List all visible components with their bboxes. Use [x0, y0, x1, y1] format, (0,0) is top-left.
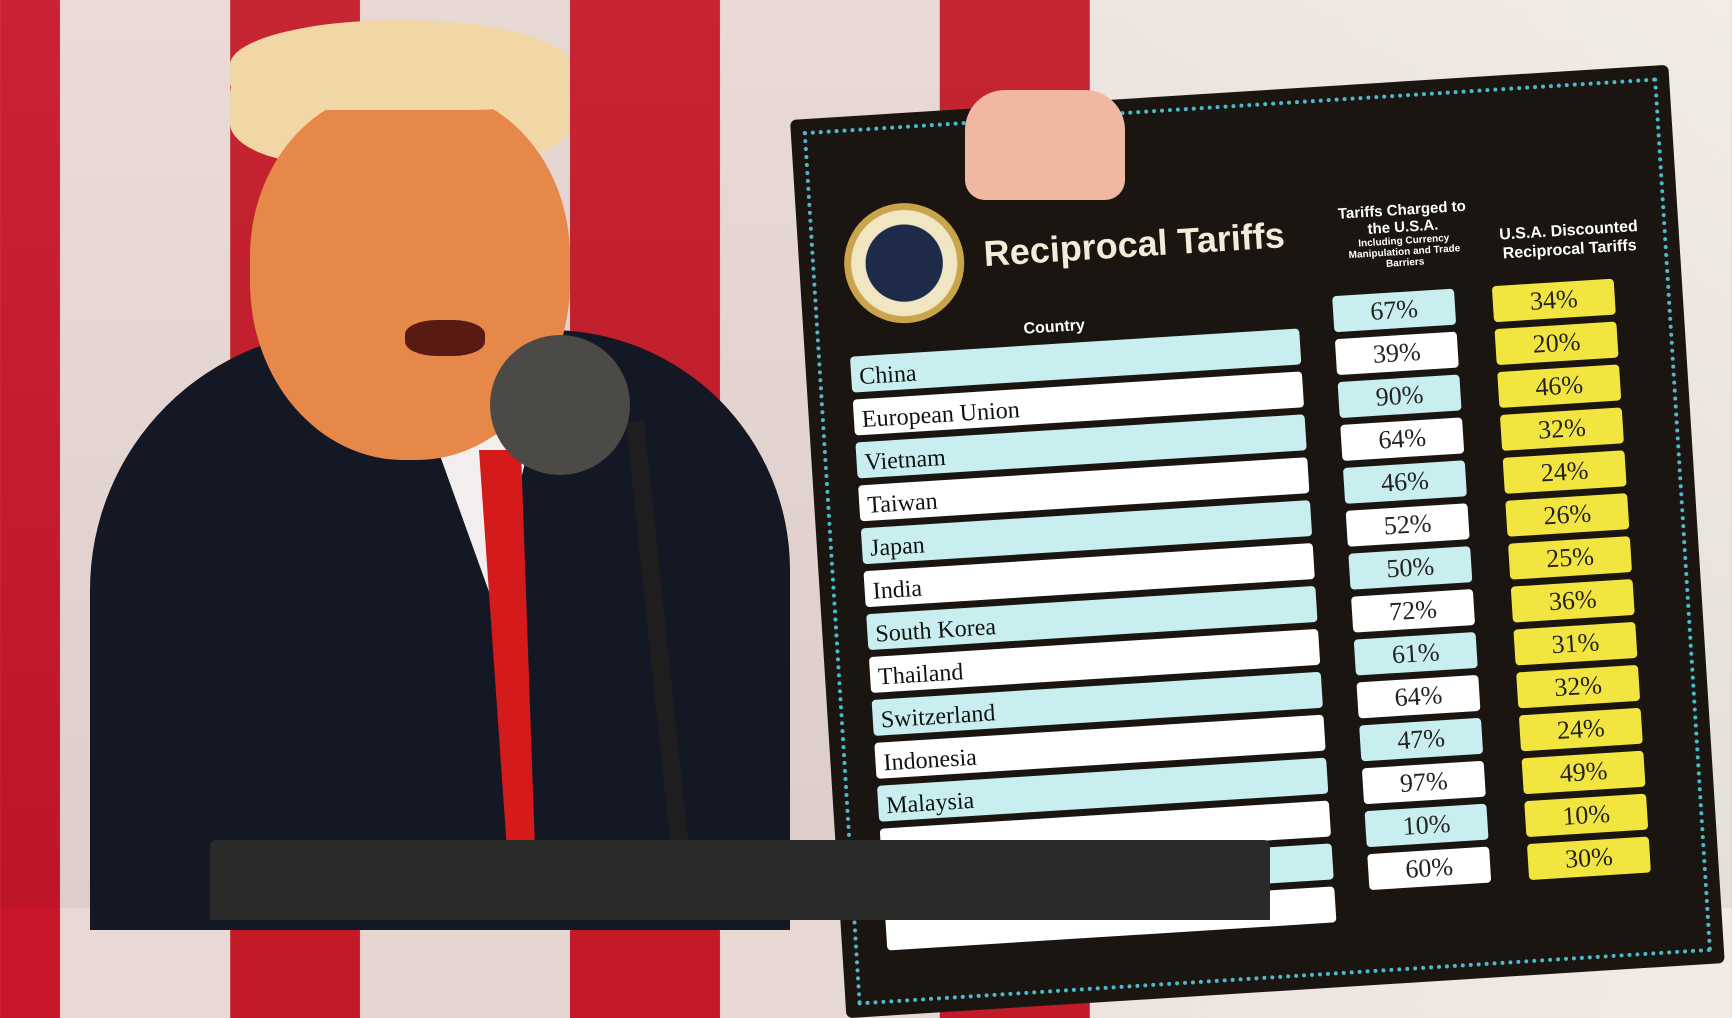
discounted-cell: 36% — [1510, 579, 1635, 623]
charged-cell: 97% — [1361, 760, 1486, 805]
discounted-cell: 31% — [1513, 621, 1638, 666]
discounted-cell: 34% — [1491, 278, 1616, 323]
charged-cell: 46% — [1342, 460, 1467, 504]
discounted-cell: 10% — [1524, 793, 1649, 838]
discounted-header: U.S.A. Discounted Reciprocal Tariffs — [1498, 217, 1639, 263]
discounted-cell: 20% — [1494, 321, 1619, 366]
country-header: Country — [1023, 316, 1086, 338]
charged-cell: 50% — [1348, 546, 1473, 590]
charged-cell: 47% — [1359, 717, 1484, 762]
charged-cell: 10% — [1364, 803, 1489, 848]
charged-cell: 60% — [1367, 846, 1492, 891]
discounted-cell: 24% — [1502, 450, 1627, 494]
charged-cell: 39% — [1334, 331, 1459, 376]
discounted-cell: 26% — [1505, 493, 1630, 537]
discounted-cell: 30% — [1526, 836, 1651, 881]
presidential-seal-icon — [840, 199, 968, 327]
board-title: Reciprocal Tariffs — [982, 214, 1286, 275]
podium — [210, 840, 1270, 920]
hand-holding-board — [965, 90, 1125, 200]
discounted-cell: 24% — [1518, 707, 1643, 752]
microphone — [490, 335, 630, 475]
discounted-cell: 32% — [1499, 407, 1624, 451]
discounted-cell: 32% — [1516, 664, 1641, 709]
charged-cell: 67% — [1332, 288, 1457, 333]
hair-top — [230, 20, 570, 110]
charged-cell: 52% — [1345, 503, 1470, 547]
charged-cell: 72% — [1351, 589, 1476, 633]
discounted-cell: 25% — [1508, 536, 1633, 580]
charged-cell: 64% — [1356, 674, 1481, 719]
discounted-cell: 46% — [1497, 364, 1622, 409]
charged-cell: 64% — [1340, 417, 1465, 461]
discounted-cell: 49% — [1521, 750, 1646, 795]
charged-cell: 90% — [1337, 374, 1462, 419]
charged-cell: 61% — [1353, 631, 1478, 676]
charged-header: Tariffs Charged to the U.S.A. Including C… — [1337, 197, 1467, 270]
mouth — [405, 320, 485, 356]
